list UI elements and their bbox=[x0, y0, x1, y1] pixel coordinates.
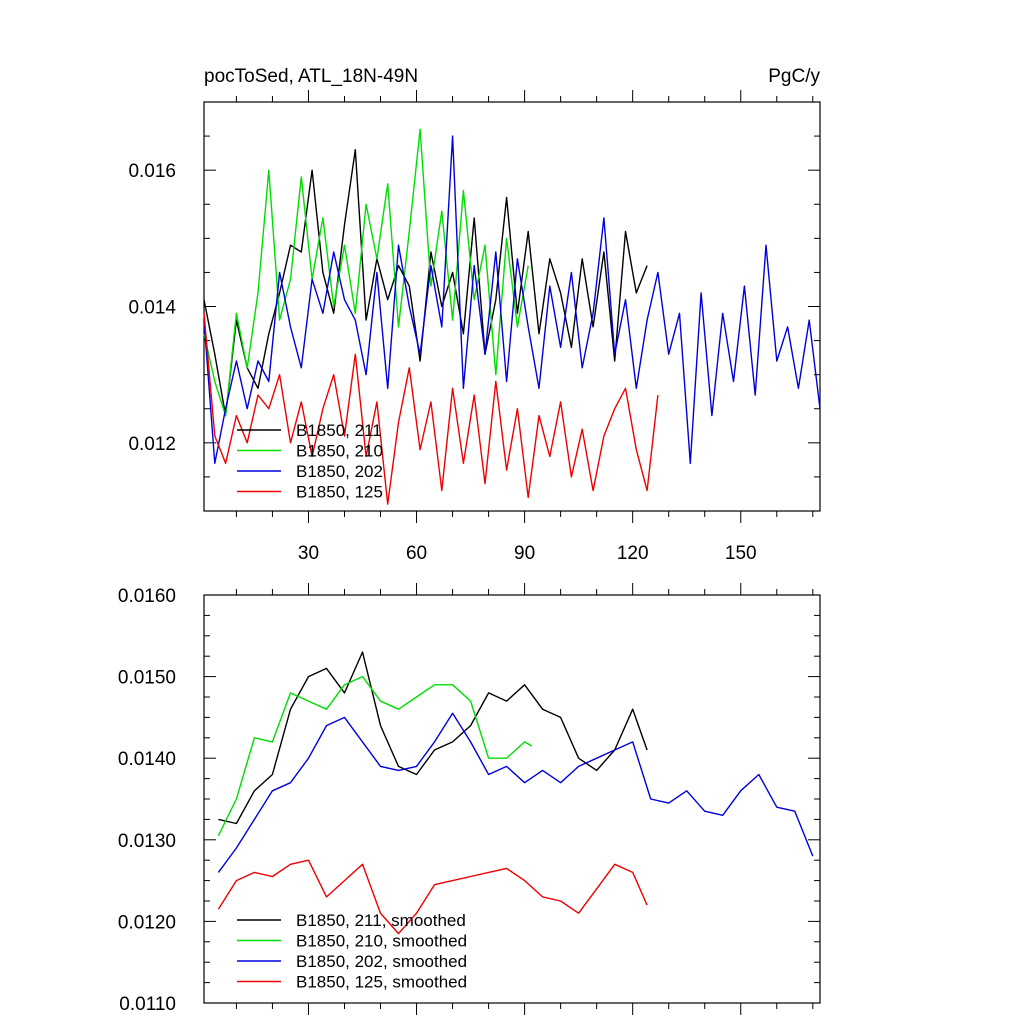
series-group bbox=[217, 651, 814, 935]
y-tick-label: 0.0120 bbox=[118, 912, 176, 933]
y-axis: 0.012 0.014 0.016 bbox=[128, 101, 820, 512]
x-tick-label: 120 bbox=[617, 543, 649, 564]
series-line-3 bbox=[203, 135, 821, 464]
series-line-2 bbox=[217, 675, 533, 837]
y-tick-label: 0.014 bbox=[128, 298, 176, 319]
legend-label: B1850, 202, smoothed bbox=[296, 952, 467, 971]
y-tick-label: 0.0130 bbox=[118, 831, 176, 852]
x-tick-label: 30 bbox=[298, 543, 319, 564]
x-axis bbox=[235, 583, 814, 1015]
series-line-1 bbox=[218, 651, 648, 825]
legend-label: B1850, 125, smoothed bbox=[296, 973, 467, 992]
bottom-panel: 0.0110 0.0120 0.0130 0.0140 0.0150 0.0160 B185… bbox=[118, 583, 821, 1015]
x-axis: 30 60 90 120 150 bbox=[235, 90, 814, 564]
chart-title: pocToSed, ATL_18N-49N bbox=[204, 66, 418, 87]
y-tick-label: 0.016 bbox=[128, 161, 176, 182]
x-tick-label: 150 bbox=[725, 543, 757, 564]
y-axis: 0.0110 0.0120 0.0130 0.0140 0.0150 0.0160 bbox=[118, 586, 820, 1015]
legend-label: B1850, 202 bbox=[296, 462, 383, 481]
y-tick-label: 0.0150 bbox=[118, 668, 176, 689]
series-line-3 bbox=[217, 712, 814, 873]
y-tick-label: 0.0140 bbox=[118, 749, 176, 770]
legend-label: B1850, 210 bbox=[296, 442, 383, 461]
series-line-4 bbox=[217, 859, 648, 935]
series-line-4 bbox=[203, 313, 659, 505]
units-label: PgC/y bbox=[768, 66, 820, 87]
x-tick-label: 60 bbox=[406, 543, 427, 564]
y-tick-label: 0.012 bbox=[128, 434, 176, 455]
legend: B1850, 211, smoothed B1850, 210, smoothed… bbox=[237, 911, 467, 992]
series-group bbox=[203, 128, 821, 505]
x-tick-label: 90 bbox=[514, 543, 535, 564]
legend-label: B1850, 210, smoothed bbox=[296, 932, 467, 951]
legend-label: B1850, 125 bbox=[296, 483, 383, 502]
legend-label: B1850, 211, smoothed bbox=[296, 911, 466, 930]
y-tick-label: 0.0160 bbox=[118, 586, 176, 607]
legend-label: B1850, 211 bbox=[296, 421, 382, 440]
series-line-2 bbox=[203, 128, 529, 417]
y-tick-label: 0.0110 bbox=[119, 994, 176, 1015]
